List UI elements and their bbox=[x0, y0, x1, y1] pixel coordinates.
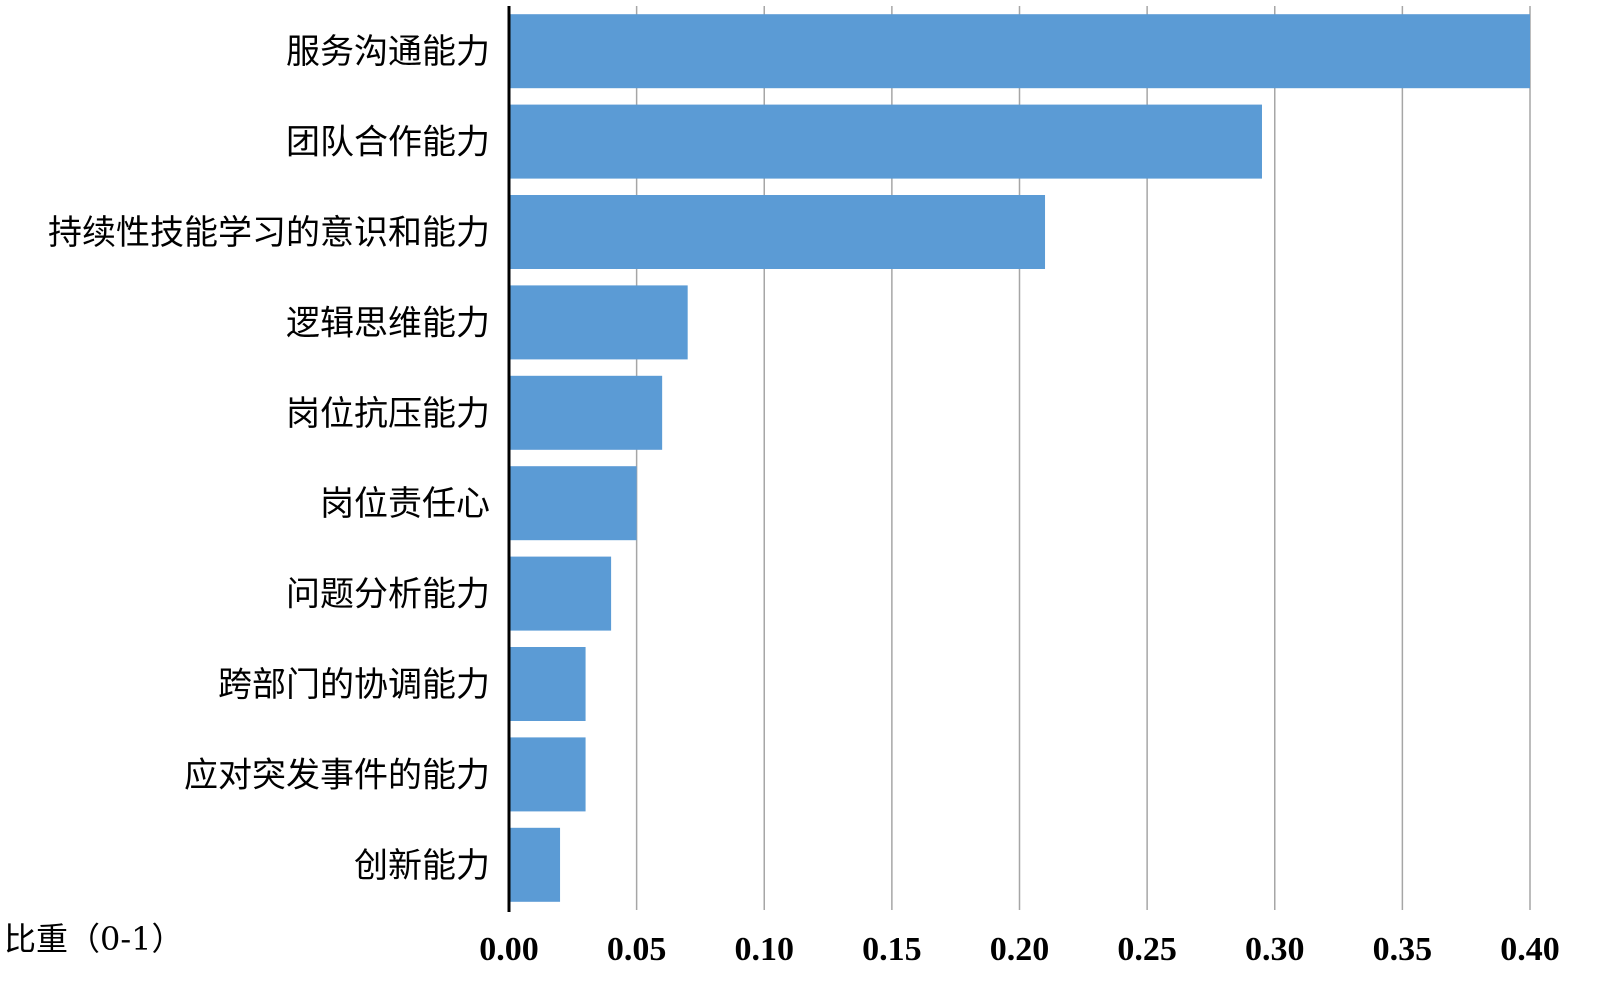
bar bbox=[509, 375, 663, 450]
x-tick-label: 0.20 bbox=[990, 931, 1050, 968]
category-label: 创新能力 bbox=[354, 846, 490, 886]
bar bbox=[509, 285, 688, 360]
bar bbox=[509, 466, 637, 541]
bar bbox=[509, 104, 1262, 179]
category-label: 应对突发事件的能力 bbox=[184, 755, 490, 795]
x-tick-label: 0.10 bbox=[735, 931, 795, 968]
x-tick-label: 0.40 bbox=[1500, 931, 1560, 968]
category-label: 持续性技能学习的意识和能力 bbox=[48, 213, 490, 253]
x-tick-label: 0.30 bbox=[1245, 931, 1305, 968]
category-label: 团队合作能力 bbox=[286, 123, 490, 163]
bar bbox=[509, 14, 1530, 89]
bar bbox=[509, 737, 586, 812]
x-tick-label: 0.35 bbox=[1373, 931, 1433, 968]
bar bbox=[509, 827, 561, 902]
x-tick-label: 0.05 bbox=[607, 931, 667, 968]
bar bbox=[509, 195, 1046, 269]
category-labels: 服务沟通能力团队合作能力持续性技能学习的意识和能力逻辑思维能力岗位抗压能力岗位责… bbox=[48, 32, 490, 886]
bar bbox=[509, 556, 612, 631]
category-label: 服务沟通能力 bbox=[286, 32, 490, 72]
bar bbox=[509, 647, 586, 721]
x-tick-label: 0.25 bbox=[1117, 931, 1177, 968]
bars bbox=[509, 14, 1530, 902]
category-label: 跨部门的协调能力 bbox=[218, 665, 490, 705]
x-axis-label: 比重（0-1） bbox=[4, 920, 184, 958]
category-label: 岗位抗压能力 bbox=[286, 394, 490, 434]
category-label: 逻辑思维能力 bbox=[286, 303, 490, 343]
x-tick-label: 0.15 bbox=[862, 931, 922, 968]
x-tick-label: 0.00 bbox=[479, 931, 539, 968]
x-tick-labels: 0.00 0.05 0.10 0.15 0.20 0.25 0.30 0.35 0.40 bbox=[479, 931, 1560, 968]
category-label: 岗位责任心 bbox=[320, 484, 490, 524]
category-label: 问题分析能力 bbox=[286, 575, 490, 615]
